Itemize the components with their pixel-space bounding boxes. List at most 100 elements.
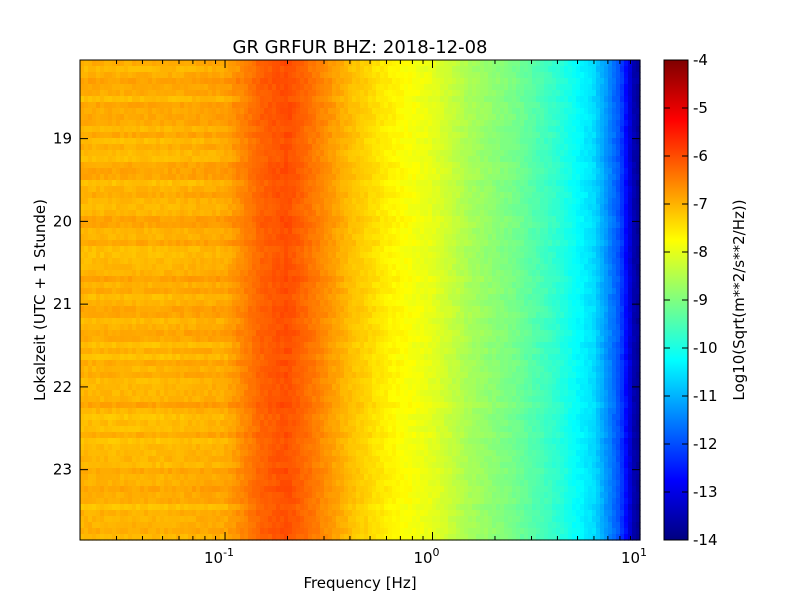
heatmap-cell xyxy=(128,450,133,457)
heatmap-cell xyxy=(208,384,213,391)
heatmap-cell xyxy=(156,90,161,97)
heatmap-cell xyxy=(148,528,153,535)
heatmap-cell xyxy=(136,462,141,469)
heatmap-cell xyxy=(100,198,105,205)
heatmap-cell xyxy=(148,522,153,529)
heatmap-cell xyxy=(268,162,273,169)
heatmap-cell xyxy=(256,150,261,157)
heatmap-cell xyxy=(172,522,177,529)
heatmap-cell xyxy=(264,426,269,433)
heatmap-cell xyxy=(140,216,145,223)
heatmap-cell xyxy=(308,78,313,85)
heatmap-cell xyxy=(228,228,233,235)
heatmap-cell xyxy=(268,264,273,271)
heatmap-cell xyxy=(208,396,213,403)
heatmap-cell xyxy=(316,144,321,151)
heatmap-cell xyxy=(136,270,141,277)
heatmap-cell xyxy=(264,534,269,541)
heatmap-cell xyxy=(112,246,117,253)
heatmap-cell xyxy=(228,126,233,133)
heatmap-cell xyxy=(188,78,193,85)
heatmap-cell xyxy=(228,96,233,103)
heatmap-cell xyxy=(248,438,253,445)
heatmap-cell xyxy=(140,246,145,253)
heatmap-cell xyxy=(180,132,185,139)
heatmap-cell xyxy=(248,204,253,211)
heatmap-cell xyxy=(212,444,217,451)
heatmap-cell xyxy=(188,510,193,517)
heatmap-cell xyxy=(168,324,173,331)
heatmap-cell xyxy=(276,282,281,289)
heatmap-cell xyxy=(192,402,197,409)
heatmap-cell xyxy=(308,72,313,79)
heatmap-cell xyxy=(236,72,241,79)
heatmap-cell xyxy=(132,246,137,253)
heatmap-cell xyxy=(96,228,101,235)
heatmap-cell xyxy=(148,324,153,331)
heatmap-cell xyxy=(176,114,181,121)
heatmap-cell xyxy=(112,366,117,373)
heatmap-cell xyxy=(152,354,157,361)
heatmap-cell xyxy=(100,162,105,169)
heatmap-cell xyxy=(288,408,293,415)
heatmap-cell xyxy=(260,426,265,433)
heatmap-cell xyxy=(312,288,317,295)
heatmap-cell xyxy=(132,486,137,493)
heatmap-cell xyxy=(296,120,301,127)
heatmap-cell xyxy=(236,324,241,331)
heatmap-cell xyxy=(100,114,105,121)
heatmap-cell xyxy=(120,96,125,103)
heatmap-cell xyxy=(136,534,141,541)
heatmap-cell xyxy=(244,240,249,247)
heatmap-cell xyxy=(204,426,209,433)
heatmap-cell xyxy=(220,378,225,385)
heatmap-cell xyxy=(120,366,125,373)
heatmap-cell xyxy=(296,222,301,229)
heatmap-cell xyxy=(252,84,257,91)
heatmap-cell xyxy=(180,126,185,133)
heatmap-cell xyxy=(192,102,197,109)
heatmap-cell xyxy=(276,444,281,451)
heatmap-cell xyxy=(300,486,305,493)
heatmap-cell xyxy=(92,90,97,97)
heatmap-cell xyxy=(260,528,265,535)
heatmap-cell xyxy=(324,324,329,331)
heatmap-cell xyxy=(108,444,113,451)
heatmap-cell xyxy=(240,96,245,103)
heatmap-cell xyxy=(148,432,153,439)
heatmap-cell xyxy=(244,336,249,343)
heatmap-cell xyxy=(120,402,125,409)
heatmap-cell xyxy=(168,534,173,541)
heatmap-cell xyxy=(176,324,181,331)
heatmap-cell xyxy=(292,162,297,169)
heatmap-cell xyxy=(192,318,197,325)
heatmap-cell xyxy=(156,60,161,67)
heatmap-cell xyxy=(284,60,289,67)
heatmap-cell xyxy=(136,402,141,409)
heatmap-cell xyxy=(324,468,329,475)
heatmap-cell xyxy=(92,174,97,181)
heatmap-cell xyxy=(196,198,201,205)
heatmap-cell xyxy=(180,474,185,481)
heatmap-cell xyxy=(160,456,165,463)
heatmap-cell xyxy=(324,246,329,253)
heatmap-cell xyxy=(152,168,157,175)
heatmap-cell xyxy=(260,432,265,439)
heatmap-cell xyxy=(276,186,281,193)
heatmap-cell xyxy=(252,102,257,109)
heatmap-cell xyxy=(256,138,261,145)
heatmap-cell xyxy=(304,96,309,103)
heatmap-cell xyxy=(244,534,249,541)
heatmap-cell xyxy=(252,120,257,127)
heatmap-cell xyxy=(204,264,209,271)
heatmap-cell xyxy=(128,462,133,469)
heatmap-cell xyxy=(80,216,85,223)
heatmap-cell xyxy=(176,384,181,391)
heatmap-cell xyxy=(88,450,93,457)
heatmap-cell xyxy=(192,252,197,259)
heatmap-cell xyxy=(152,276,157,283)
heatmap-cell xyxy=(276,462,281,469)
heatmap-cell xyxy=(84,120,89,127)
heatmap-cell xyxy=(272,372,277,379)
heatmap-cell xyxy=(244,414,249,421)
